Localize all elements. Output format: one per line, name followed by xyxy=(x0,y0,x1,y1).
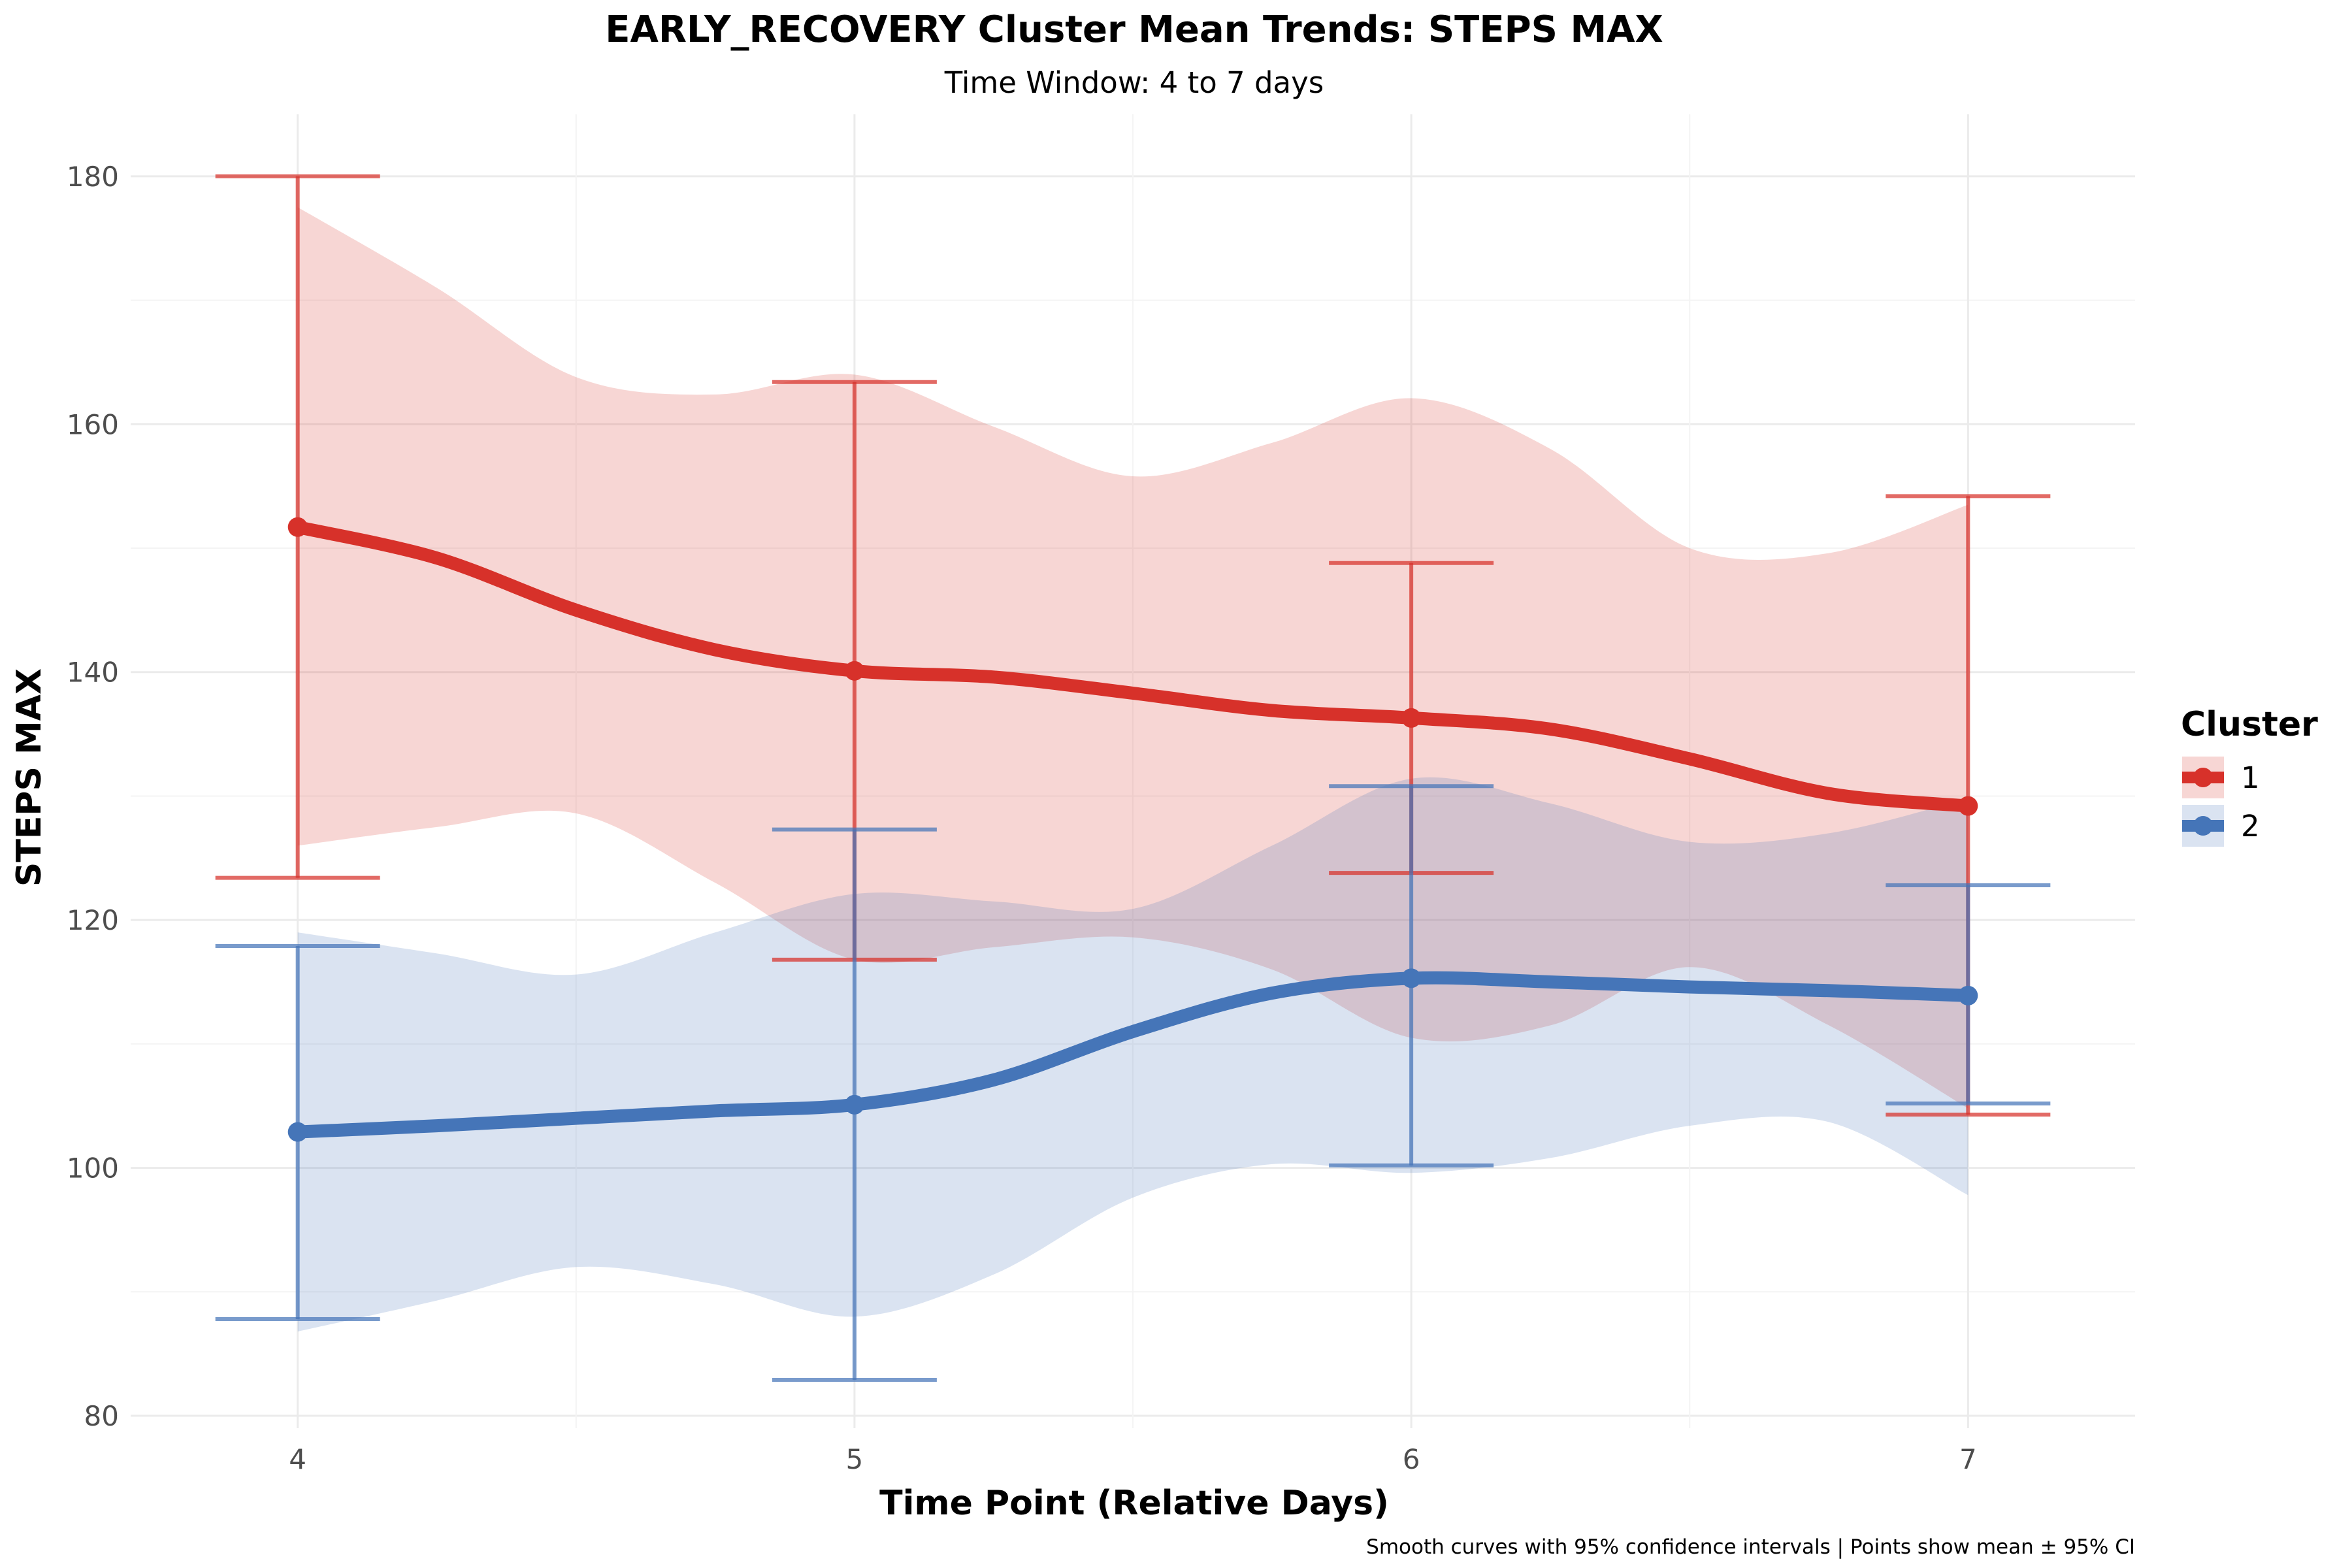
series-2-mean-point xyxy=(1958,985,1978,1005)
legend: Cluster 1 2 xyxy=(2181,705,2318,847)
confidence-bands xyxy=(297,207,1968,1331)
x-tick-label: 4 xyxy=(289,1443,306,1475)
x-axis-label: Time Point (Relative Days) xyxy=(879,1484,1389,1523)
series-1-mean-point xyxy=(844,661,864,681)
series-2-trend-line xyxy=(291,971,1975,1139)
chart-title: EARLY_RECOVERY Cluster Mean Trends: STEP… xyxy=(605,8,1663,51)
grid xyxy=(131,114,2135,1428)
y-tick-label: 80 xyxy=(84,1400,119,1432)
chart-caption: Smooth curves with 95% confidence interv… xyxy=(1366,1535,2135,1559)
series-1-trend-line xyxy=(291,520,1975,813)
mean-points xyxy=(287,517,1978,1142)
y-tick-label: 140 xyxy=(67,657,119,689)
axis-ticks: 80 100 120 140 160 180 4 5 6 7 xyxy=(67,161,1977,1475)
y-tick-label: 120 xyxy=(67,904,119,936)
x-tick-label: 5 xyxy=(846,1443,864,1475)
legend-key-1-point xyxy=(2193,768,2213,787)
trend-lines xyxy=(291,520,1975,1139)
series-1-mean-point xyxy=(1401,708,1422,728)
legend-label-2: 2 xyxy=(2241,809,2260,843)
error-bars xyxy=(215,174,2051,1382)
series-1-mean-point xyxy=(287,517,308,537)
series-2-mean-point xyxy=(1401,968,1422,988)
chart-subtitle: Time Window: 4 to 7 days xyxy=(944,65,1324,100)
series-2-mean-point xyxy=(844,1094,864,1115)
x-tick-label: 6 xyxy=(1403,1443,1420,1475)
y-axis-label: STEPS MAX xyxy=(10,668,49,887)
series-2-mean-point xyxy=(287,1122,308,1142)
y-tick-label: 180 xyxy=(67,161,119,193)
legend-title: Cluster xyxy=(2181,705,2318,744)
legend-key-2-point xyxy=(2193,816,2213,836)
legend-label-1: 1 xyxy=(2241,760,2260,795)
series-1-mean-point xyxy=(1958,796,1978,816)
series-2-confidence-band xyxy=(297,777,1968,1331)
series-1-confidence-band xyxy=(297,207,1968,1109)
y-tick-label: 160 xyxy=(67,408,119,440)
y-tick-label: 100 xyxy=(67,1152,119,1184)
x-tick-label: 7 xyxy=(1959,1443,1977,1475)
